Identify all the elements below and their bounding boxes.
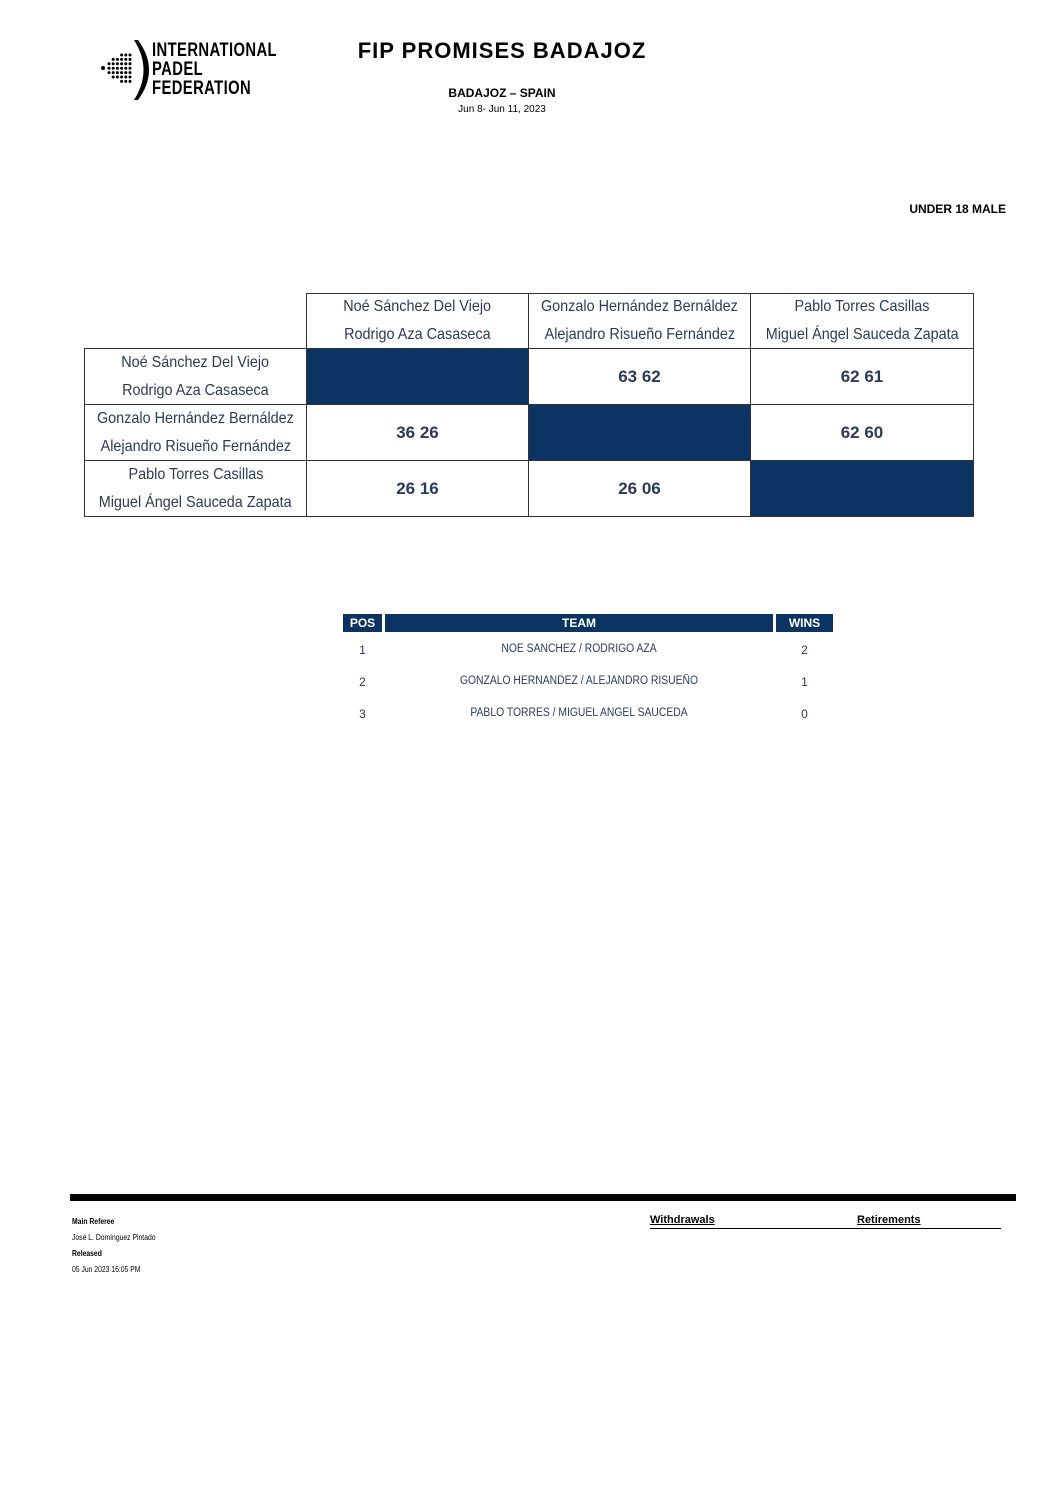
standings-wins: 0 [801, 707, 808, 721]
player-name: Miguel Ángel Sauceda Zapata [99, 493, 292, 511]
player-name: Gonzalo Hernández Bernáldez [97, 409, 294, 427]
dates: Jun 8- Jun 11, 2023 [458, 104, 546, 115]
player-name: Rodrigo Aza Casaseca [344, 326, 491, 343]
retirements-label: Retirements [857, 1214, 921, 1226]
standings-position: 3 [359, 707, 366, 721]
standings-position: 1 [359, 643, 366, 657]
score: 26 16 [396, 478, 439, 498]
withdrawals-label: Withdrawals [650, 1214, 715, 1226]
standings-team-name: GONZALO HERNANDEZ / ALEJANDRO RISUEÑO [385, 675, 773, 687]
wins-header: WINS [776, 614, 833, 632]
fip-logo [101, 40, 149, 100]
player-name: Rodrigo Aza Casaseca [122, 381, 269, 399]
released-date: 05 Jun 2023 16:05 PM [72, 1265, 141, 1274]
player-name: Pablo Torres Casillas [128, 465, 263, 483]
match-score: 62 60 [750, 404, 974, 461]
referee-name: José L. Domínguez Pintado [72, 1233, 156, 1242]
tournament-title: FIP PROMISES BADAJOZ [357, 38, 647, 63]
team-text: GONZALO HERNANDEZ / ALEJANDRO RISUEÑO [459, 675, 699, 687]
standings-wins: 2 [801, 643, 808, 657]
column-team-header: Noé Sánchez Del Viejo Rodrigo Aza Casasec… [306, 293, 529, 349]
category: UNDER 18 MALE [909, 202, 1006, 216]
player-name: Alejandro Risueño Fernández [100, 437, 291, 455]
player-name: Noé Sánchez Del Viejo [121, 353, 270, 371]
logo-line: PADEL [152, 59, 204, 80]
diagonal-blank [528, 404, 751, 461]
standings-team-name: NOE SANCHEZ / RODRIGO AZA [385, 643, 773, 655]
referee-label: Main Referee [72, 1217, 115, 1226]
footer-divider [70, 1194, 1016, 1201]
match-score: 26 16 [306, 460, 529, 517]
player-name: Gonzalo Hernández Bernáldez [541, 298, 738, 315]
logo-line: INTERNATIONAL [152, 40, 277, 61]
diagonal-blank [306, 348, 529, 405]
match-score: 36 26 [306, 404, 529, 461]
row-team-header: Gonzalo Hernández Bernáldez Alejandro Ris… [84, 404, 307, 461]
location: BADAJOZ – SPAIN [448, 86, 556, 100]
pos-header: POS [343, 614, 382, 632]
standings-position: 2 [359, 675, 366, 689]
team-text: NOE SANCHEZ / RODRIGO AZA [501, 643, 657, 655]
team-header: TEAM [385, 614, 773, 632]
match-score: 26 06 [528, 460, 751, 517]
player-name: Pablo Torres Casillas [794, 298, 930, 315]
standings-team-name: PABLO TORRES / MIGUEL ANGEL SAUCEDA [385, 707, 773, 719]
score: 62 60 [840, 422, 884, 442]
logo-line: FEDERATION [152, 78, 252, 99]
standings-wins: 1 [801, 675, 808, 689]
player-name: Alejandro Risueño Fernández [544, 326, 735, 343]
score: 36 26 [396, 422, 439, 442]
score: 63 62 [618, 366, 661, 386]
player-name: Miguel Ángel Sauceda Zapata [765, 326, 959, 343]
score: 62 61 [840, 366, 884, 386]
column-team-header: Gonzalo Hernández Bernáldez Alejandro Ris… [528, 293, 751, 349]
column-team-header: Pablo Torres Casillas Miguel Ángel Sauced… [750, 293, 974, 349]
team-text: PABLO TORRES / MIGUEL ANGEL SAUCEDA [470, 707, 688, 719]
logo-text: INTERNATIONAL PADEL FEDERATION [152, 41, 277, 98]
score: 26 06 [618, 478, 661, 498]
player-name: Noé Sánchez Del Viejo [343, 298, 492, 315]
diagonal-blank [750, 460, 974, 517]
released-label: Released [72, 1249, 102, 1258]
row-team-header: Noé Sánchez Del Viejo Rodrigo Aza Casasec… [84, 348, 307, 405]
match-score: 62 61 [750, 348, 974, 405]
match-score: 63 62 [528, 348, 751, 405]
footer-underline [650, 1228, 1001, 1229]
row-team-header: Pablo Torres Casillas Miguel Ángel Sauced… [84, 460, 307, 517]
